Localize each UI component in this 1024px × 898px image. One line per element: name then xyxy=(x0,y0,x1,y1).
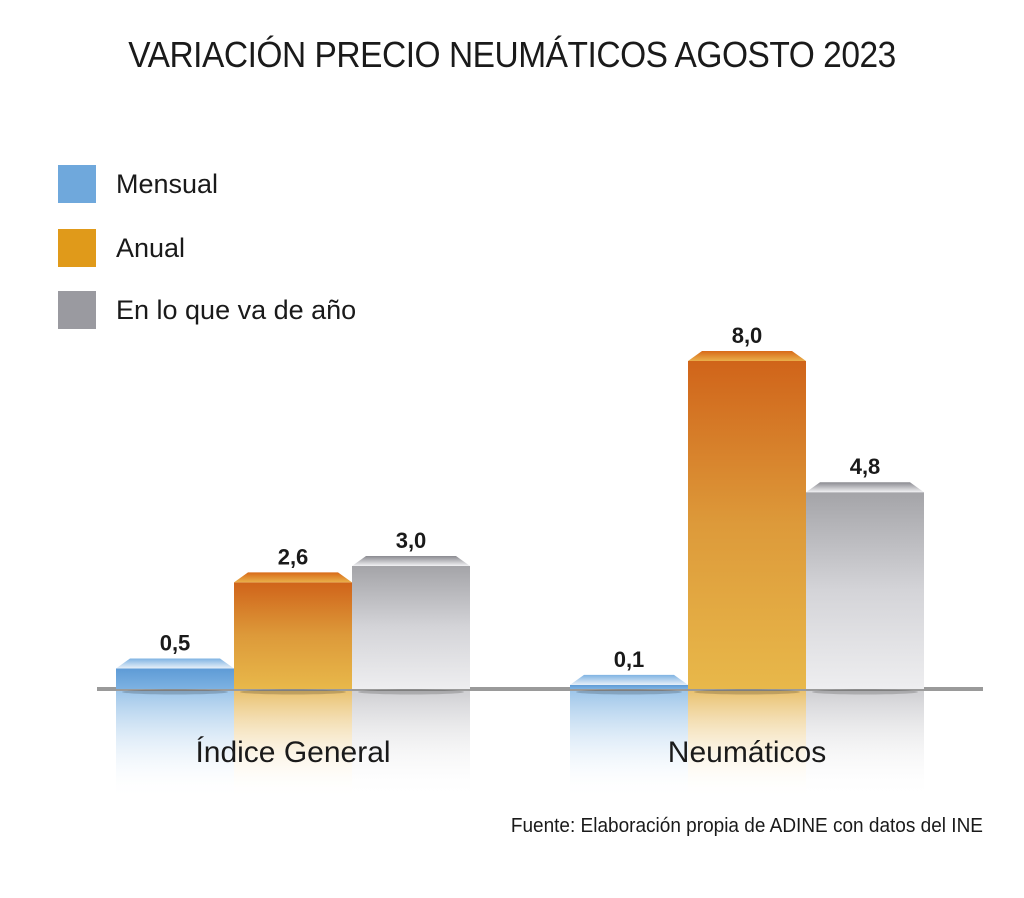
bar-base-shadow xyxy=(812,689,918,695)
legend-swatch-ytd xyxy=(58,291,96,329)
bar-reflection xyxy=(234,689,352,799)
data-label: 2,6 xyxy=(278,544,309,569)
chart-title: VARIACIÓN PRECIO NEUMÁTICOS AGOSTO 2023 xyxy=(128,34,896,75)
data-label: 0,5 xyxy=(160,631,191,656)
source-note: Fuente: Elaboración propia de ADINE con … xyxy=(510,815,983,837)
bar-anual-0 xyxy=(234,582,352,689)
legend-item-anual: Anual xyxy=(58,229,185,267)
bar-en-lo-que-va-de-año-0 xyxy=(352,566,470,689)
bar-base-shadow xyxy=(240,689,346,695)
legend-item-ytd: En lo que va de año xyxy=(58,291,356,329)
bar-top-bevel xyxy=(688,351,806,361)
bar-base-shadow xyxy=(576,689,682,695)
bar-reflection xyxy=(570,689,688,799)
legend-label-mensual: Mensual xyxy=(116,168,219,199)
data-label: 4,8 xyxy=(850,454,881,479)
legend-item-mensual: Mensual xyxy=(58,165,218,203)
bar-anual-1 xyxy=(688,361,806,689)
bar-reflection xyxy=(688,689,806,799)
bar-top-bevel xyxy=(806,482,924,493)
bar-top-bevel xyxy=(570,674,688,685)
bar-mensual-1 xyxy=(570,684,688,689)
category-label: Índice General xyxy=(195,736,390,769)
bar-reflection xyxy=(116,689,234,799)
data-label: 0,1 xyxy=(614,647,645,672)
legend-swatch-anual xyxy=(58,229,96,267)
bar-top-bevel xyxy=(116,658,234,669)
bar-reflection xyxy=(806,689,924,799)
bar-base-shadow xyxy=(122,689,228,695)
bar-top-bevel xyxy=(352,556,470,566)
bar-top-bevel xyxy=(234,572,352,583)
bar-mensual-0 xyxy=(116,668,234,689)
bar-en-lo-que-va-de-año-1 xyxy=(806,492,924,689)
bar-base-shadow xyxy=(694,689,800,695)
legend-label-ytd: En lo que va de año xyxy=(116,294,357,325)
bar-base-shadow xyxy=(358,689,464,695)
legend-label-anual: Anual xyxy=(116,232,186,263)
legend-swatch-mensual xyxy=(58,165,96,203)
x-axis-baseline xyxy=(97,687,983,691)
data-label: 3,0 xyxy=(396,528,427,553)
data-label: 8,0 xyxy=(732,323,763,348)
category-label: Neumáticos xyxy=(668,736,826,769)
bar-reflection xyxy=(352,689,470,799)
